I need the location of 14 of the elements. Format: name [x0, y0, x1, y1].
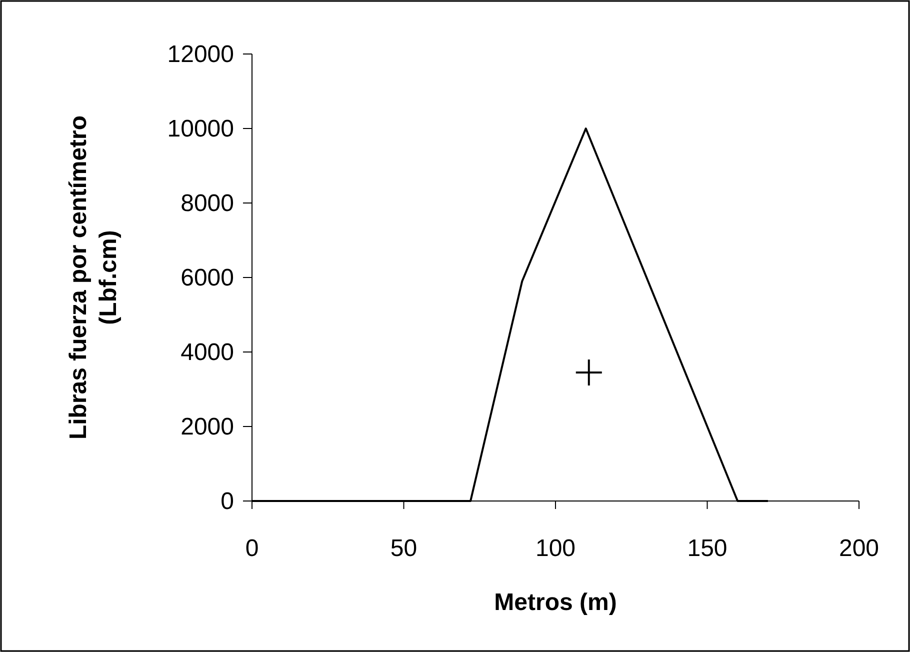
x-tick-label: 150 — [687, 535, 728, 562]
x-tick-label: 200 — [838, 535, 880, 562]
x-tick-label: 50 — [390, 535, 418, 562]
y-tick-label: 0 — [220, 488, 234, 515]
y-tick-label: 4000 — [180, 339, 234, 366]
y-tick-label: 12000 — [167, 41, 234, 68]
y-tick-label: 8000 — [180, 190, 234, 217]
x-tick-label: 100 — [535, 535, 576, 562]
y-tick-label: 10000 — [167, 116, 234, 142]
x-axis-title: Metros (m) — [494, 589, 617, 616]
y-tick-label: 2000 — [180, 414, 234, 440]
y-tick-label: 6000 — [180, 264, 234, 292]
x-tick-label: 0 — [245, 535, 259, 562]
y-axis-title: Libras fuerza por centímetro (Lbf.cm) — [65, 115, 122, 440]
